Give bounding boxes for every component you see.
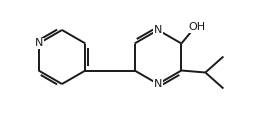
Text: OH: OH (189, 23, 206, 33)
Text: N: N (154, 79, 162, 89)
Text: N: N (154, 25, 162, 35)
Text: N: N (34, 39, 43, 48)
